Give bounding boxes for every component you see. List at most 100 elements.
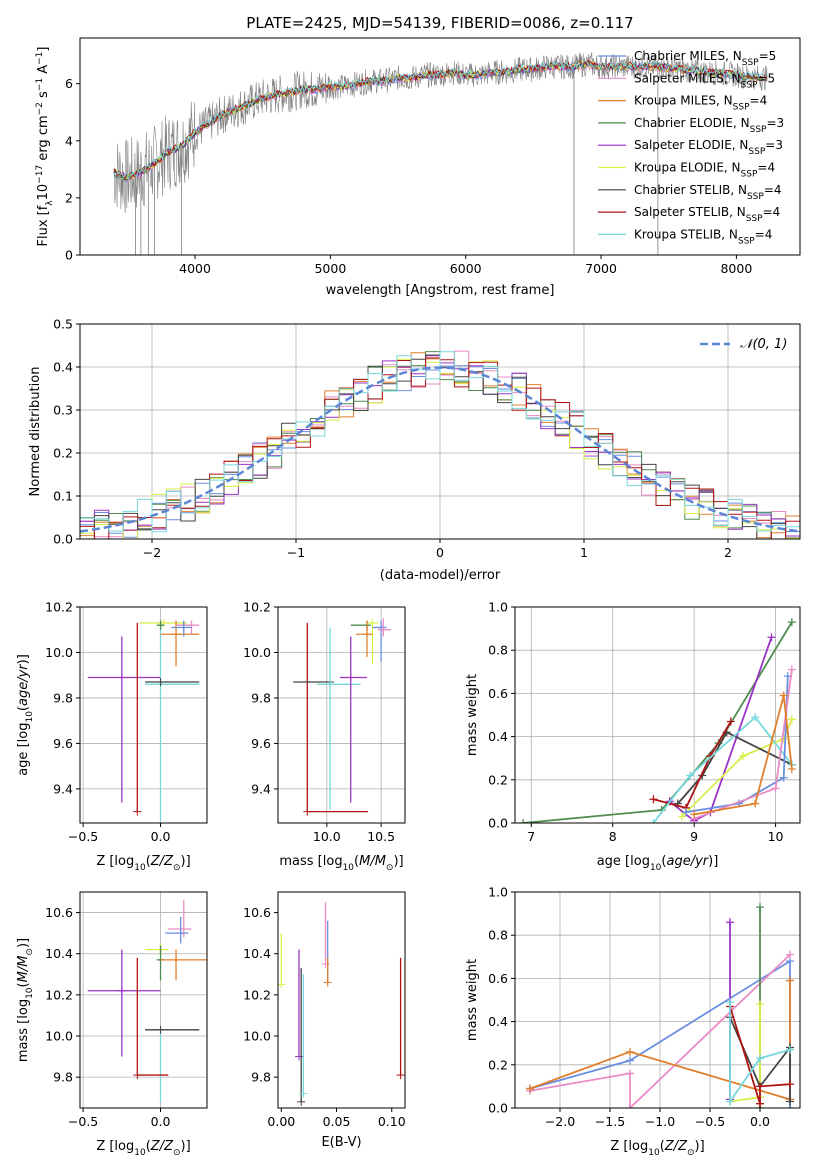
y-tick-label: 10.6 [45, 905, 73, 920]
weight-point [686, 771, 695, 780]
y-tick-label: 9.8 [251, 1070, 271, 1085]
x-axis-label: mass [log10(M/M⊙)] [279, 854, 403, 873]
y-tick-label: 0.6 [488, 971, 508, 986]
weight-point [626, 1069, 634, 1078]
x-tick-label: 10.5 [367, 829, 395, 844]
axes-frame [514, 606, 801, 824]
x-tick-label: 0.10 [378, 1114, 406, 1129]
x-tick-label: 5000 [314, 261, 346, 276]
weight-point [649, 819, 658, 823]
legend-entry: Salpeter STELIB, NSSP=4 [634, 205, 780, 224]
y-tick-label: 10.0 [45, 645, 73, 660]
x-tick-label: 0 [436, 545, 444, 560]
weight-point [779, 691, 788, 700]
y-tick-label: 0.2 [53, 446, 73, 461]
histogram-steps [80, 351, 800, 533]
axes-frame [514, 891, 801, 1109]
x-tick-label: −1 [287, 545, 305, 560]
weight-point [677, 812, 686, 821]
plot-area [87, 618, 200, 821]
x-axis-label: E(B-V) [321, 1135, 361, 1150]
y-tick-label: 9.4 [251, 781, 271, 796]
weight-point [519, 819, 528, 823]
weight-point [779, 734, 788, 743]
weight-point [756, 1054, 764, 1063]
weight-point [726, 717, 735, 726]
x-tick-label: 0.0 [750, 1114, 770, 1129]
x-tick-label: 1 [580, 545, 588, 560]
x-tick-label: 0.00 [267, 1114, 295, 1129]
axes-frame [79, 891, 208, 1109]
model-line-salpeter-stelib [113, 59, 768, 180]
weight-line [729, 1002, 791, 1105]
y-tick-label: 0.4 [53, 360, 73, 375]
weight-line [685, 676, 789, 814]
y-tick-label: 10.2 [243, 987, 271, 1002]
y-tick-label: 0.0 [488, 1101, 508, 1116]
x-axis-label: age [log10(age/yr)] [597, 854, 719, 873]
weight-point [751, 713, 760, 722]
weight-point [626, 1056, 634, 1065]
legend-entry: Chabrier ELODIE, NSSP=3 [634, 116, 784, 135]
y-tick-label: 0.2 [488, 1057, 508, 1072]
weight-point [626, 1104, 634, 1108]
y-tick-label: 10.0 [243, 645, 271, 660]
y-axis-label: Flux [fλ10−17 erg cm−2 s−1 A−1] [35, 47, 55, 247]
weight-point [726, 1097, 734, 1106]
y-tick-label: 0.0 [53, 532, 73, 547]
x-tick-label: 7 [527, 829, 535, 844]
x-tick-label: −1.0 [645, 1114, 675, 1129]
x-tick-label: −2.0 [545, 1114, 575, 1129]
y-tick-label: 10.2 [45, 987, 73, 1002]
y-axis-label: mass weight [465, 959, 480, 1041]
weight-point [771, 784, 780, 793]
x-tick-label: 0.0 [151, 829, 171, 844]
x-tick-label: 10 [768, 829, 784, 844]
legend-entry: Kroupa MILES, NSSP=4 [634, 94, 767, 113]
x-axis-label: Z [log10(Z/Z⊙)] [96, 854, 190, 873]
weight-point [649, 795, 658, 804]
plot-area [526, 903, 794, 1108]
weight-vs-age-panel: 7 8 9 10 0.0 0.2 0.4 0.6 0.8 1.0 age [log10(age/yr… [465, 600, 801, 873]
weight-line [652, 715, 793, 823]
weight-point [756, 903, 764, 912]
legend-entry: 𝒩(0, 1) [740, 337, 787, 352]
weight-point [726, 918, 734, 927]
weight-point [787, 665, 796, 674]
x-tick-label: −0.5 [68, 829, 98, 844]
weight-line [653, 721, 732, 809]
axes-frame [79, 37, 801, 256]
weight-point [779, 773, 788, 782]
x-tick-label: 10.0 [313, 829, 341, 844]
age-vs-mass-panel: 10.0 10.5 9.4 9.6 9.8 10.0 10.2 mass [log10(M/M… [243, 600, 406, 873]
y-tick-label: 10.0 [243, 1029, 271, 1044]
weight-point [626, 1047, 634, 1056]
y-tick-label: 10.2 [45, 600, 73, 615]
plot-area [80, 350, 800, 539]
y-tick-label: 9.4 [53, 781, 73, 796]
age-vs-z-panel: −0.5 0.0 9.4 9.6 9.8 10.0 10.2 Z [log10(Z/Z⊙)] a… [16, 600, 208, 873]
x-tick-label: 2 [724, 545, 732, 560]
axes-frame [277, 891, 406, 1109]
weight-point [751, 799, 760, 808]
plot-area [293, 618, 391, 816]
y-tick-label: 0.8 [488, 643, 508, 658]
weight-point [786, 1097, 794, 1106]
y-tick-label: 9.6 [53, 736, 73, 751]
weight-point [756, 1082, 764, 1091]
axes-frame [79, 606, 208, 824]
x-axis-label: Z [log10(Z/Z⊙)] [96, 1139, 190, 1158]
weight-point [786, 1080, 794, 1089]
legend-entry: Chabrier STELIB, NSSP=4 [634, 183, 782, 202]
legend-entry: Salpeter ELODIE, NSSP=3 [634, 138, 783, 157]
y-tick-label: 10.6 [243, 905, 271, 920]
weight-point [787, 618, 796, 627]
weight-point [767, 633, 776, 642]
y-tick-label: 9.6 [251, 736, 271, 751]
y-tick-label: 0.4 [488, 1014, 508, 1029]
x-axis-label: (data-model)/error [380, 568, 501, 583]
y-axis-label: mass [log10(M/M⊙)] [16, 938, 35, 1062]
y-tick-label: 0 [65, 248, 73, 263]
weight-vs-z-panel: −2.0 −1.5 −1.0 −0.5 0.0 0.0 0.2 0.4 0.6 0.8 1.0 Z [… [465, 885, 801, 1158]
